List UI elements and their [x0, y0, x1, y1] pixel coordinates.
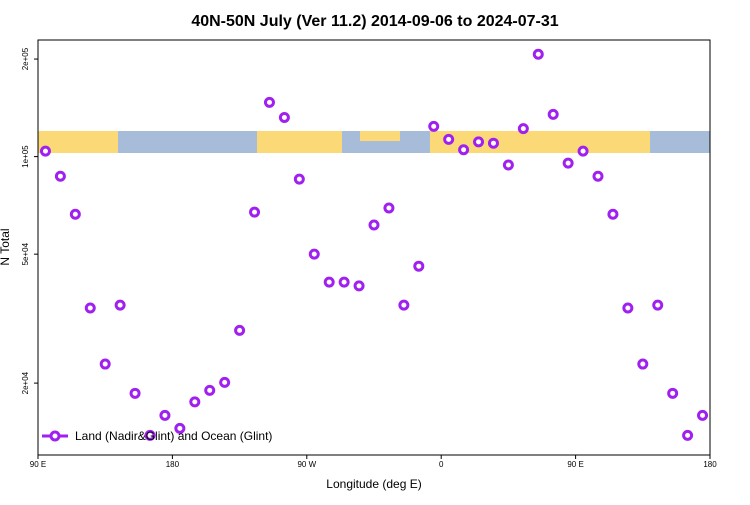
data-point	[69, 208, 81, 220]
map-land	[257, 131, 342, 153]
y-tick-label: 5e+04	[21, 242, 30, 265]
map-land	[38, 131, 118, 153]
data-point	[502, 159, 514, 171]
data-point	[129, 387, 141, 399]
data-point	[353, 280, 365, 292]
data-point	[517, 123, 529, 135]
map-land	[430, 131, 650, 153]
map-land	[360, 131, 400, 141]
data-point	[39, 145, 51, 157]
x-tick-label: 90 E	[30, 460, 46, 469]
x-tick-label: 180	[703, 460, 717, 469]
data-point	[487, 137, 499, 149]
data-point	[562, 157, 574, 169]
data-point	[577, 145, 589, 157]
data-point	[458, 144, 470, 156]
chart-title: 40N-50N July (Ver 11.2) 2014-09-06 to 20…	[191, 13, 558, 30]
data-point	[368, 219, 380, 231]
data-point	[278, 112, 290, 124]
data-point	[622, 302, 634, 314]
data-point	[667, 387, 679, 399]
data-point	[383, 202, 395, 214]
data-point	[219, 376, 231, 388]
x-tick-label: 180	[166, 460, 180, 469]
data-point	[234, 324, 246, 336]
x-axis-label: Longitude (deg E)	[326, 477, 421, 491]
data-point	[338, 276, 350, 288]
data-point	[293, 173, 305, 185]
data-point	[413, 260, 425, 272]
data-point	[114, 299, 126, 311]
y-axis-label: N Total	[0, 228, 12, 265]
data-point	[84, 302, 96, 314]
y-tick-label: 1e+05	[21, 145, 30, 168]
data-point	[308, 248, 320, 260]
legend-marker	[49, 430, 61, 442]
data-point	[189, 396, 201, 408]
data-point	[99, 358, 111, 370]
data-point	[204, 384, 216, 396]
plot-frame	[37, 39, 711, 456]
data-point	[532, 48, 544, 60]
data-point	[592, 170, 604, 182]
legend-label: Land (Nadir&Glint) and Ocean (Glint)	[75, 429, 272, 443]
data-point	[428, 120, 440, 132]
data-point	[263, 96, 275, 108]
y-tick-label: 2e+04	[21, 371, 30, 394]
data-point	[174, 422, 186, 434]
data-point	[697, 409, 709, 421]
data-point	[398, 299, 410, 311]
x-tick-label: 90 W	[297, 460, 316, 469]
data-point	[607, 208, 619, 220]
data-point	[473, 136, 485, 148]
data-point	[54, 170, 66, 182]
data-point	[682, 429, 694, 441]
x-tick-label: 0	[439, 460, 444, 469]
data-point	[249, 206, 261, 218]
data-point	[637, 358, 649, 370]
data-point	[443, 133, 455, 145]
x-tick-label: 90 E	[567, 460, 583, 469]
data-point	[159, 409, 171, 421]
y-tick-label: 2e+05	[21, 47, 30, 70]
data-point	[323, 276, 335, 288]
data-point	[652, 299, 664, 311]
data-point	[144, 429, 156, 441]
data-point	[547, 108, 559, 120]
map-band	[38, 131, 710, 153]
